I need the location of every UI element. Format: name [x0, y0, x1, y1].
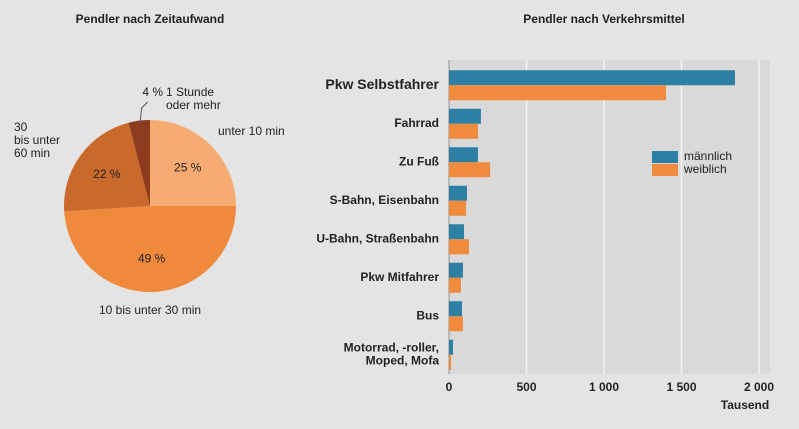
value-label: 49 %: [138, 251, 166, 265]
bar: [449, 200, 467, 216]
bar: [449, 354, 452, 370]
y-tick-label: Pkw Mitfahrer: [360, 270, 439, 284]
value-label: 4 %: [142, 85, 163, 99]
bar: [449, 123, 478, 139]
bar: [449, 162, 491, 178]
y-tick-label: Zu Fuß: [399, 154, 439, 168]
bar: [449, 70, 735, 86]
bar: [449, 277, 461, 293]
x-tick-label: 2 000: [744, 380, 774, 394]
pie-slice: [128, 120, 150, 206]
y-tick-label: Fahrrad: [394, 116, 439, 130]
value-label: 22 %: [93, 167, 121, 181]
bar: [449, 316, 463, 332]
y-tick-label: S-Bahn, Eisenbahn: [330, 193, 439, 207]
pie-slice: [63, 122, 150, 212]
x-tick-label: 0: [446, 380, 453, 394]
y-tick-label: Pkw Selbstfahrer: [325, 76, 439, 92]
pie-slice: [150, 120, 236, 206]
pie-slice: [64, 206, 236, 292]
value-label: 25 %: [174, 160, 202, 174]
bar: [449, 339, 454, 355]
x-axis-label: Tausend: [721, 398, 769, 412]
y-tick-label: Bus: [416, 308, 439, 322]
bar: [449, 85, 666, 101]
legend-swatch: [652, 151, 678, 163]
category-label: 1 Stunde oder mehr: [166, 85, 221, 112]
chart-title: Pendler nach Verkehrsmittel: [523, 12, 684, 26]
bar: [449, 224, 465, 240]
category-label: 10 bis unter 30 min: [99, 303, 201, 317]
legend-label: weiblich: [683, 162, 727, 176]
leader-line: [139, 101, 149, 125]
bar: [449, 262, 463, 278]
bar: [449, 185, 467, 201]
x-tick-label: 500: [516, 380, 536, 394]
chart-title: Pendler nach Zeitaufwand: [76, 12, 225, 26]
legend-swatch: [652, 164, 678, 176]
bar: [449, 239, 469, 255]
bar: [449, 147, 478, 163]
y-tick-label: Motorrad, -roller, Moped, Mofa: [344, 340, 440, 367]
legend-label: männlich: [684, 149, 732, 163]
x-tick-label: 1 000: [589, 380, 619, 394]
x-tick-label: 1 500: [666, 380, 696, 394]
category-label: unter 10 min: [218, 124, 285, 138]
bar: [449, 108, 481, 124]
category-label: 30 bis unter 60 min: [14, 120, 60, 160]
y-tick-label: U-Bahn, Straßenbahn: [316, 231, 439, 245]
bar: [449, 301, 463, 317]
plot-area: [449, 60, 770, 374]
